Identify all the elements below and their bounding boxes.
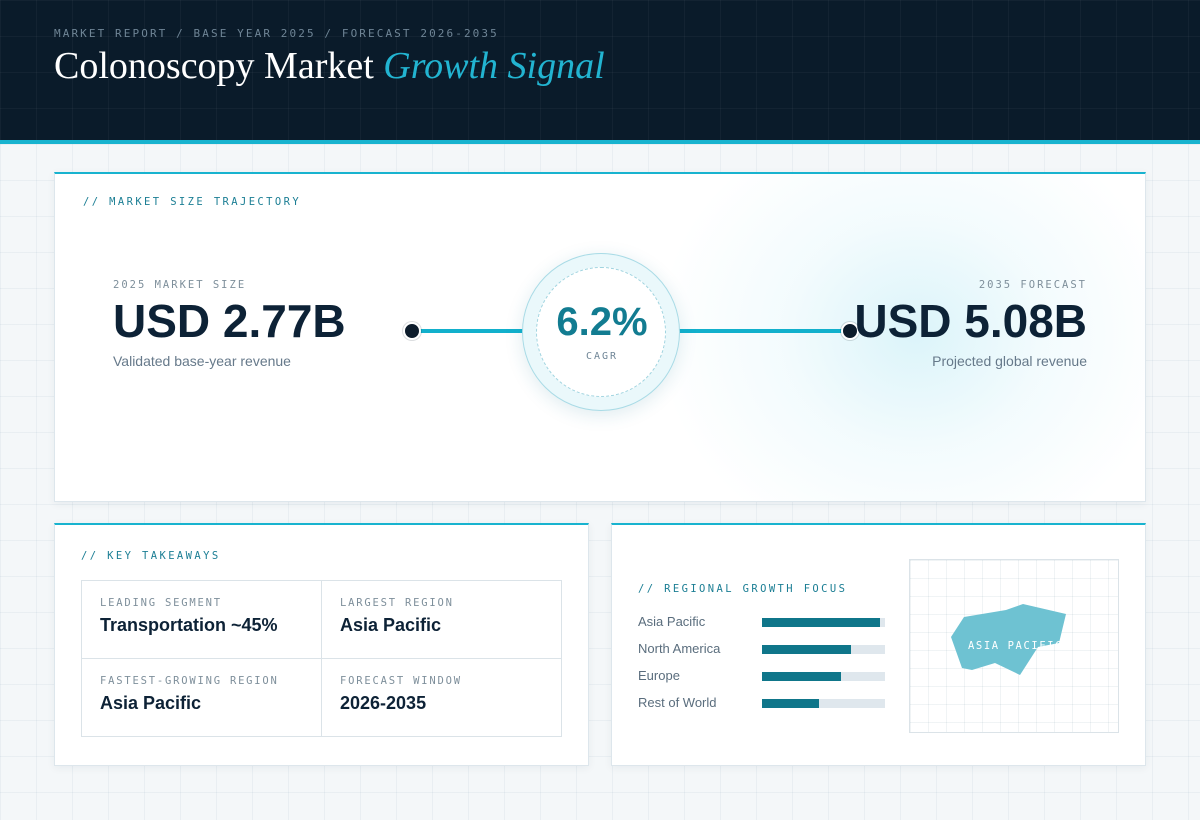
bar-row: Europe [638, 668, 898, 684]
takeaway-caption: FASTEST-GROWING REGION [100, 675, 279, 687]
takeaway-value: 2026-2035 [340, 693, 427, 713]
title-main: Colonoscopy Market [54, 45, 374, 87]
grid-divider-horizontal [82, 658, 561, 659]
report-eyebrow: MARKET REPORT / BASE YEAR 2025 / FORECAS… [54, 27, 499, 40]
forecast-glow [655, 174, 1145, 501]
bar-row: North America [638, 641, 898, 657]
takeaways-section-label: // KEY TAKEAWAYS [81, 550, 221, 562]
cagr-inner-ring: 6.2% CAGR [536, 267, 666, 397]
bar [762, 699, 819, 708]
region-map: ASIA PACIFIC [909, 559, 1119, 733]
takeaways-grid: LEADING SEGMENT Transportation ~45% LARG… [81, 580, 562, 737]
takeaway-fastest-region: FASTEST-GROWING REGION Asia Pacific [82, 659, 322, 737]
cagr-value: 6.2% [556, 300, 648, 344]
bar [762, 618, 880, 627]
bar-row: Asia Pacific [638, 614, 898, 630]
key-takeaways-card: // KEY TAKEAWAYS LEADING SEGMENT Transpo… [54, 523, 589, 766]
bar [762, 645, 851, 654]
cagr-caption: CAGR [585, 351, 619, 362]
takeaway-forecast-window: FORECAST WINDOW 2026-2035 [322, 659, 562, 737]
bar-track [762, 699, 885, 708]
bar-track [762, 645, 885, 654]
takeaway-value: Asia Pacific [100, 693, 202, 713]
end-caption: 2035 FORECAST [978, 279, 1087, 291]
page-title: Colonoscopy Market Growth Signal [54, 44, 605, 88]
regional-section-label: // REGIONAL GROWTH FOCUS [638, 583, 848, 595]
takeaway-caption: LARGEST REGION [340, 597, 454, 609]
start-caption: 2025 MARKET SIZE [113, 279, 247, 291]
start-sub: Validated base-year revenue [113, 353, 291, 369]
bar-label: Rest of World [638, 695, 717, 710]
trajectory-section-label: // MARKET SIZE TRAJECTORY [83, 196, 302, 208]
takeaway-caption: FORECAST WINDOW [340, 675, 462, 687]
start-dot [403, 322, 421, 340]
takeaway-caption: LEADING SEGMENT [100, 597, 222, 609]
takeaway-value: Transportation ~45% [100, 615, 278, 635]
start-value: USD 2.77B [113, 295, 346, 347]
takeaway-leading-segment: LEADING SEGMENT Transportation ~45% [82, 581, 322, 659]
map-region-label: ASIA PACIFIC [968, 640, 1064, 652]
report-header: MARKET REPORT / BASE YEAR 2025 / FORECAS… [0, 0, 1200, 144]
bar-track [762, 672, 885, 681]
bar-label: Asia Pacific [638, 614, 706, 629]
end-sub: Projected global revenue [932, 353, 1087, 369]
bar [762, 672, 841, 681]
end-dot [841, 322, 859, 340]
title-accent: Growth Signal [383, 45, 605, 87]
bar-label: North America [638, 641, 721, 656]
cagr-ring: 6.2% CAGR [522, 253, 680, 411]
takeaway-value: Asia Pacific [340, 615, 442, 635]
end-value: USD 5.08B [854, 295, 1087, 347]
bar-track [762, 618, 885, 627]
regional-growth-card: // REGIONAL GROWTH FOCUS Asia Pacific Nor… [611, 523, 1146, 766]
bar-row: Rest of World [638, 695, 898, 711]
takeaway-largest-region: LARGEST REGION Asia Pacific [322, 581, 562, 659]
bar-label: Europe [638, 668, 680, 683]
market-size-card: // MARKET SIZE TRAJECTORY 2025 MARKET SI… [54, 172, 1146, 502]
asia-pacific-map-shape [951, 604, 1066, 675]
